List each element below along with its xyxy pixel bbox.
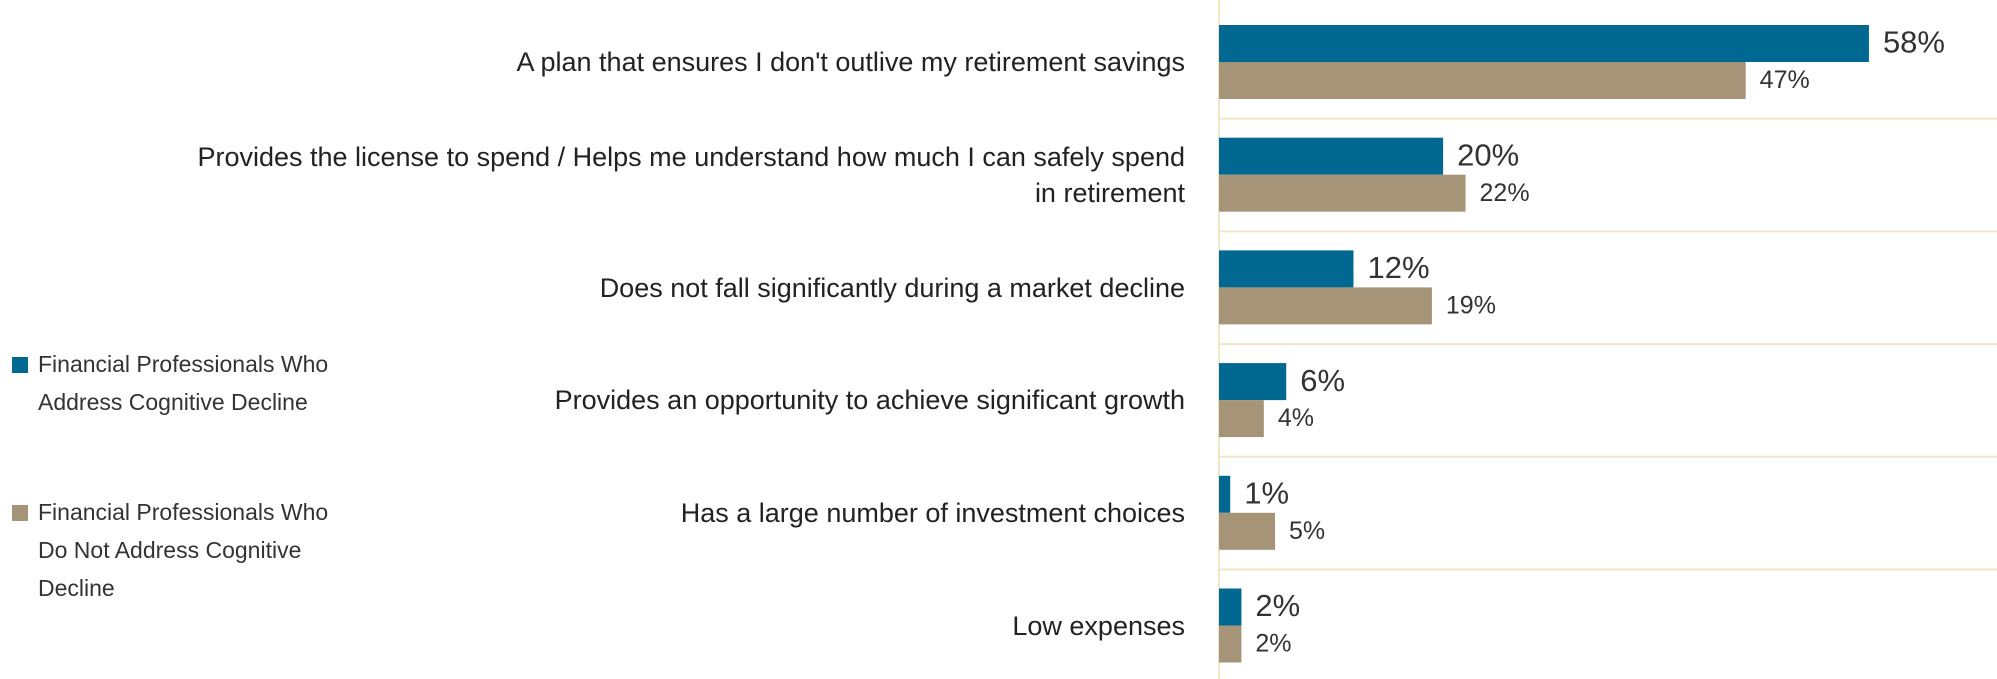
value-label: 22% [1480, 179, 1530, 207]
bar [1219, 62, 1746, 99]
category-label: A plan that ensures I don't outlive my r… [516, 47, 1185, 78]
bar [1219, 137, 1444, 175]
bar [1219, 363, 1287, 401]
bar [1219, 25, 1869, 62]
category-label: Provides the license to spend / Helps me… [197, 142, 1185, 209]
bar [1219, 625, 1242, 663]
category-label: Has a large number of investment choices [680, 498, 1185, 529]
legend-swatch [12, 357, 28, 373]
value-label: 20% [1457, 137, 1519, 172]
value-label: 2% [1255, 588, 1300, 623]
value-label: 19% [1446, 292, 1496, 320]
value-label: 4% [1278, 404, 1314, 432]
bar [1219, 475, 1231, 513]
legend-label: Financial Professionals Who Address Cogn… [38, 351, 329, 415]
value-label: 12% [1367, 250, 1429, 285]
value-label: 58% [1883, 25, 1945, 60]
category-label: Does not fall significantly during a mar… [599, 272, 1185, 303]
bar [1219, 588, 1242, 626]
value-label: 2% [1255, 630, 1291, 658]
value-label: 6% [1300, 363, 1345, 398]
bar [1219, 250, 1354, 288]
legend-label: Financial Professionals Who Do Not Addre… [38, 499, 329, 601]
legend-swatch [12, 505, 28, 521]
value-label: 47% [1760, 66, 1810, 94]
category-label: Provides an opportunity to achieve signi… [554, 385, 1185, 416]
bar [1219, 174, 1466, 212]
bar [1219, 512, 1276, 550]
legend-item: Financial Professionals Who Address Cogn… [12, 345, 352, 421]
value-label: 1% [1244, 475, 1289, 510]
bar [1219, 287, 1432, 325]
legend-item: Financial Professionals Who Do Not Addre… [12, 493, 352, 607]
value-label: 5% [1289, 517, 1325, 545]
bar [1219, 400, 1264, 438]
category-label: Low expenses [1012, 610, 1185, 641]
